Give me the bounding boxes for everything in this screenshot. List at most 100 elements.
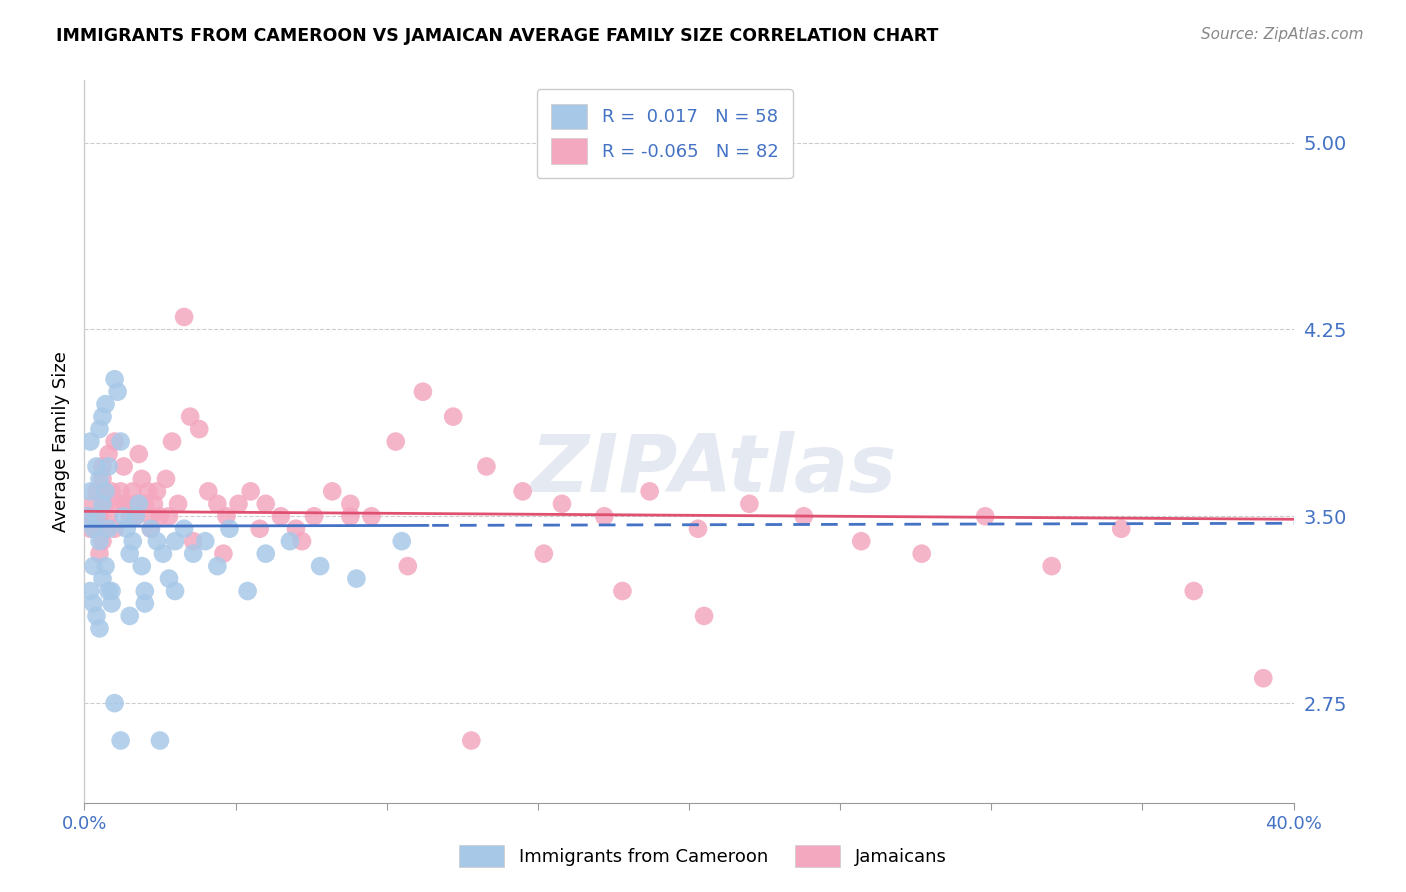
- Point: [533, 547, 555, 561]
- Point: [346, 572, 368, 586]
- Point: [228, 497, 250, 511]
- Point: [100, 597, 122, 611]
- Point: [254, 497, 277, 511]
- Point: [1182, 584, 1205, 599]
- Point: [1253, 671, 1275, 685]
- Point: [91, 459, 114, 474]
- Point: [121, 534, 143, 549]
- Point: [82, 509, 104, 524]
- Point: [134, 497, 156, 511]
- Point: [107, 384, 129, 399]
- Point: [686, 522, 709, 536]
- Point: [125, 497, 148, 511]
- Text: IMMIGRANTS FROM CAMEROON VS JAMAICAN AVERAGE FAMILY SIZE CORRELATION CHART: IMMIGRANTS FROM CAMEROON VS JAMAICAN AVE…: [56, 27, 939, 45]
- Point: [115, 497, 138, 511]
- Point: [104, 522, 127, 536]
- Point: [165, 534, 187, 549]
- Point: [82, 597, 104, 611]
- Point: [512, 484, 534, 499]
- Point: [851, 534, 873, 549]
- Point: [100, 484, 122, 499]
- Point: [94, 559, 117, 574]
- Point: [738, 497, 761, 511]
- Point: [79, 484, 101, 499]
- Point: [212, 547, 235, 561]
- Point: [128, 447, 150, 461]
- Point: [110, 434, 132, 449]
- Point: [793, 509, 815, 524]
- Point: [76, 509, 98, 524]
- Point: [91, 497, 114, 511]
- Point: [181, 547, 204, 561]
- Point: [79, 522, 101, 536]
- Point: [91, 534, 114, 549]
- Point: [131, 472, 153, 486]
- Point: [91, 572, 114, 586]
- Point: [134, 597, 156, 611]
- Point: [157, 572, 180, 586]
- Point: [291, 534, 314, 549]
- Point: [121, 484, 143, 499]
- Point: [136, 484, 159, 499]
- Point: [149, 733, 172, 747]
- Point: [270, 509, 292, 524]
- Point: [638, 484, 661, 499]
- Point: [152, 547, 174, 561]
- Point: [118, 547, 141, 561]
- Point: [412, 384, 434, 399]
- Point: [91, 472, 114, 486]
- Point: [188, 422, 211, 436]
- Point: [309, 559, 332, 574]
- Point: [475, 459, 498, 474]
- Point: [207, 559, 229, 574]
- Point: [396, 559, 419, 574]
- Point: [79, 584, 101, 599]
- Point: [155, 472, 177, 486]
- Point: [112, 497, 135, 511]
- Point: [146, 534, 169, 549]
- Point: [165, 584, 187, 599]
- Point: [104, 434, 127, 449]
- Point: [104, 696, 127, 710]
- Point: [86, 609, 108, 624]
- Y-axis label: Average Family Size: Average Family Size: [52, 351, 70, 532]
- Point: [239, 484, 262, 499]
- Point: [86, 484, 108, 499]
- Point: [82, 522, 104, 536]
- Point: [173, 522, 195, 536]
- Point: [142, 497, 165, 511]
- Point: [160, 434, 183, 449]
- Point: [134, 584, 156, 599]
- Point: [693, 609, 716, 624]
- Point: [384, 434, 406, 449]
- Point: [215, 509, 238, 524]
- Point: [86, 459, 108, 474]
- Point: [91, 409, 114, 424]
- Point: [89, 534, 111, 549]
- Point: [612, 584, 634, 599]
- Point: [89, 547, 111, 561]
- Point: [97, 584, 120, 599]
- Point: [197, 484, 219, 499]
- Point: [97, 509, 120, 524]
- Point: [97, 459, 120, 474]
- Point: [112, 509, 135, 524]
- Point: [125, 509, 148, 524]
- Point: [110, 484, 132, 499]
- Point: [139, 509, 162, 524]
- Point: [107, 497, 129, 511]
- Point: [89, 509, 111, 524]
- Point: [236, 584, 259, 599]
- Point: [181, 534, 204, 549]
- Point: [100, 584, 122, 599]
- Point: [1040, 559, 1063, 574]
- Point: [194, 534, 217, 549]
- Point: [441, 409, 464, 424]
- Point: [167, 497, 190, 511]
- Point: [302, 509, 325, 524]
- Point: [89, 472, 111, 486]
- Point: [207, 497, 229, 511]
- Point: [149, 509, 172, 524]
- Point: [551, 497, 574, 511]
- Point: [128, 497, 150, 511]
